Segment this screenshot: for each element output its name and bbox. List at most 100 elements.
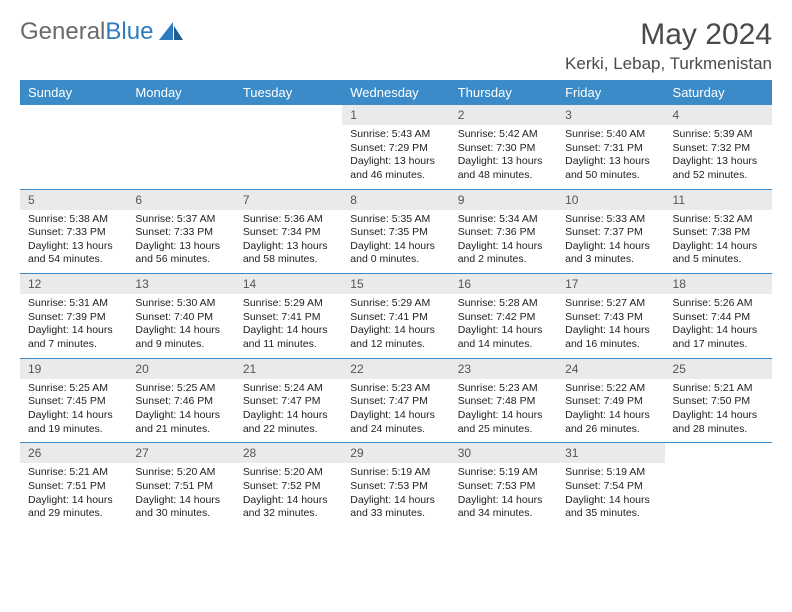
day-details: Sunrise: 5:27 AMSunset: 7:43 PMDaylight:… [557, 294, 664, 358]
brand-logo: GeneralBlue [20, 18, 185, 46]
day-details: Sunrise: 5:28 AMSunset: 7:42 PMDaylight:… [450, 294, 557, 358]
day-details: Sunrise: 5:24 AMSunset: 7:47 PMDaylight:… [235, 379, 342, 443]
day-cell: 31Sunrise: 5:19 AMSunset: 7:54 PMDayligh… [557, 443, 664, 527]
day-details: Sunrise: 5:39 AMSunset: 7:32 PMDaylight:… [665, 125, 772, 189]
day-number: 4 [665, 105, 772, 125]
day-cell: 22Sunrise: 5:23 AMSunset: 7:47 PMDayligh… [342, 358, 449, 443]
day-cell: 15Sunrise: 5:29 AMSunset: 7:41 PMDayligh… [342, 274, 449, 359]
day-details: Sunrise: 5:19 AMSunset: 7:53 PMDaylight:… [450, 463, 557, 527]
day-number: 28 [235, 443, 342, 463]
day-details: Sunrise: 5:20 AMSunset: 7:51 PMDaylight:… [127, 463, 234, 527]
day-number: 18 [665, 274, 772, 294]
day-number: 30 [450, 443, 557, 463]
weekday-header: Wednesday [342, 80, 449, 105]
day-cell: 24Sunrise: 5:22 AMSunset: 7:49 PMDayligh… [557, 358, 664, 443]
day-number: 25 [665, 359, 772, 379]
calendar-table: SundayMondayTuesdayWednesdayThursdayFrid… [20, 80, 772, 527]
day-details: Sunrise: 5:34 AMSunset: 7:36 PMDaylight:… [450, 210, 557, 274]
day-cell: 21Sunrise: 5:24 AMSunset: 7:47 PMDayligh… [235, 358, 342, 443]
day-cell: 5Sunrise: 5:38 AMSunset: 7:33 PMDaylight… [20, 189, 127, 274]
day-number: 26 [20, 443, 127, 463]
brand-part2: Blue [105, 18, 153, 46]
day-cell: 14Sunrise: 5:29 AMSunset: 7:41 PMDayligh… [235, 274, 342, 359]
title-block: May 2024 Kerki, Lebap, Turkmenistan [565, 18, 772, 74]
day-details: Sunrise: 5:21 AMSunset: 7:51 PMDaylight:… [20, 463, 127, 527]
day-cell: 4Sunrise: 5:39 AMSunset: 7:32 PMDaylight… [665, 105, 772, 189]
day-number: 29 [342, 443, 449, 463]
day-cell: 8Sunrise: 5:35 AMSunset: 7:35 PMDaylight… [342, 189, 449, 274]
day-number: 22 [342, 359, 449, 379]
weekday-header: Tuesday [235, 80, 342, 105]
day-details: Sunrise: 5:36 AMSunset: 7:34 PMDaylight:… [235, 210, 342, 274]
day-number: 6 [127, 190, 234, 210]
day-cell: 9Sunrise: 5:34 AMSunset: 7:36 PMDaylight… [450, 189, 557, 274]
day-number: 12 [20, 274, 127, 294]
day-number: 2 [450, 105, 557, 125]
weekday-header: Monday [127, 80, 234, 105]
day-details: Sunrise: 5:29 AMSunset: 7:41 PMDaylight:… [342, 294, 449, 358]
day-cell: 2Sunrise: 5:42 AMSunset: 7:30 PMDaylight… [450, 105, 557, 189]
day-details: Sunrise: 5:38 AMSunset: 7:33 PMDaylight:… [20, 210, 127, 274]
weekday-header: Saturday [665, 80, 772, 105]
day-details: Sunrise: 5:31 AMSunset: 7:39 PMDaylight:… [20, 294, 127, 358]
day-details: Sunrise: 5:23 AMSunset: 7:47 PMDaylight:… [342, 379, 449, 443]
day-details: Sunrise: 5:19 AMSunset: 7:54 PMDaylight:… [557, 463, 664, 527]
day-cell: .. [20, 105, 127, 189]
day-cell: 7Sunrise: 5:36 AMSunset: 7:34 PMDaylight… [235, 189, 342, 274]
day-number: 23 [450, 359, 557, 379]
day-details: Sunrise: 5:40 AMSunset: 7:31 PMDaylight:… [557, 125, 664, 189]
day-details: Sunrise: 5:26 AMSunset: 7:44 PMDaylight:… [665, 294, 772, 358]
day-cell: 27Sunrise: 5:20 AMSunset: 7:51 PMDayligh… [127, 443, 234, 527]
day-cell: 26Sunrise: 5:21 AMSunset: 7:51 PMDayligh… [20, 443, 127, 527]
day-cell: 1Sunrise: 5:43 AMSunset: 7:29 PMDaylight… [342, 105, 449, 189]
day-details: Sunrise: 5:25 AMSunset: 7:46 PMDaylight:… [127, 379, 234, 443]
calendar-body: ......1Sunrise: 5:43 AMSunset: 7:29 PMDa… [20, 105, 772, 527]
day-number: 16 [450, 274, 557, 294]
day-number: 3 [557, 105, 664, 125]
day-details: Sunrise: 5:32 AMSunset: 7:38 PMDaylight:… [665, 210, 772, 274]
weekday-header: Sunday [20, 80, 127, 105]
day-details: Sunrise: 5:29 AMSunset: 7:41 PMDaylight:… [235, 294, 342, 358]
day-cell: 25Sunrise: 5:21 AMSunset: 7:50 PMDayligh… [665, 358, 772, 443]
day-number: 31 [557, 443, 664, 463]
day-number: 27 [127, 443, 234, 463]
day-number: 13 [127, 274, 234, 294]
day-cell: 16Sunrise: 5:28 AMSunset: 7:42 PMDayligh… [450, 274, 557, 359]
sail-icon [159, 22, 185, 42]
day-number: 10 [557, 190, 664, 210]
day-number: 8 [342, 190, 449, 210]
day-details: Sunrise: 5:35 AMSunset: 7:35 PMDaylight:… [342, 210, 449, 274]
day-details: Sunrise: 5:25 AMSunset: 7:45 PMDaylight:… [20, 379, 127, 443]
day-number: 20 [127, 359, 234, 379]
day-cell: 29Sunrise: 5:19 AMSunset: 7:53 PMDayligh… [342, 443, 449, 527]
day-cell: .. [235, 105, 342, 189]
day-cell: 30Sunrise: 5:19 AMSunset: 7:53 PMDayligh… [450, 443, 557, 527]
day-cell: 17Sunrise: 5:27 AMSunset: 7:43 PMDayligh… [557, 274, 664, 359]
brand-part1: General [20, 18, 105, 46]
day-cell: 28Sunrise: 5:20 AMSunset: 7:52 PMDayligh… [235, 443, 342, 527]
day-number: 15 [342, 274, 449, 294]
day-cell: 6Sunrise: 5:37 AMSunset: 7:33 PMDaylight… [127, 189, 234, 274]
day-cell: .. [127, 105, 234, 189]
weekday-header: Thursday [450, 80, 557, 105]
day-number: 19 [20, 359, 127, 379]
day-cell: 12Sunrise: 5:31 AMSunset: 7:39 PMDayligh… [20, 274, 127, 359]
day-number: 21 [235, 359, 342, 379]
day-details: Sunrise: 5:30 AMSunset: 7:40 PMDaylight:… [127, 294, 234, 358]
day-number: 5 [20, 190, 127, 210]
day-number: 11 [665, 190, 772, 210]
day-number: 9 [450, 190, 557, 210]
day-number: 24 [557, 359, 664, 379]
day-number: 7 [235, 190, 342, 210]
day-details: Sunrise: 5:43 AMSunset: 7:29 PMDaylight:… [342, 125, 449, 189]
day-details: Sunrise: 5:19 AMSunset: 7:53 PMDaylight:… [342, 463, 449, 527]
day-number: 14 [235, 274, 342, 294]
location-text: Kerki, Lebap, Turkmenistan [565, 54, 772, 74]
day-details: Sunrise: 5:42 AMSunset: 7:30 PMDaylight:… [450, 125, 557, 189]
weekday-header: Friday [557, 80, 664, 105]
day-cell: 13Sunrise: 5:30 AMSunset: 7:40 PMDayligh… [127, 274, 234, 359]
day-cell: 10Sunrise: 5:33 AMSunset: 7:37 PMDayligh… [557, 189, 664, 274]
day-details: Sunrise: 5:22 AMSunset: 7:49 PMDaylight:… [557, 379, 664, 443]
day-details: Sunrise: 5:20 AMSunset: 7:52 PMDaylight:… [235, 463, 342, 527]
day-cell: 19Sunrise: 5:25 AMSunset: 7:45 PMDayligh… [20, 358, 127, 443]
